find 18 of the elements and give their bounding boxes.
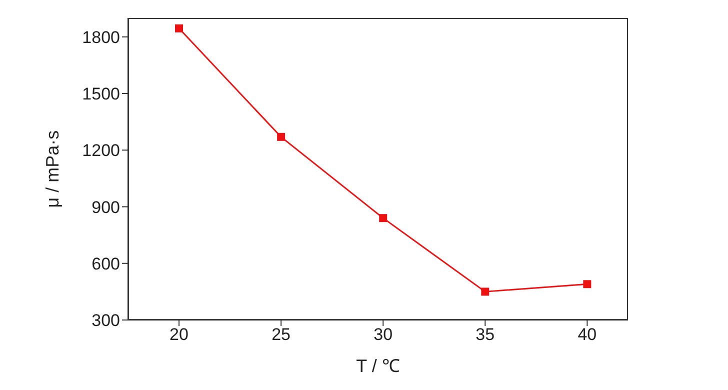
y-tick-label: 300	[92, 311, 120, 330]
y-tick-label: 1800	[82, 28, 120, 47]
point	[277, 132, 286, 141]
y-tick-label: 600	[92, 254, 120, 274]
x-tick-label: 25	[272, 325, 291, 344]
y-axis-title: μ / mPa·s	[42, 130, 62, 208]
y-tick-label: 900	[92, 198, 120, 217]
x-tick-label: 35	[476, 325, 495, 344]
point	[379, 214, 388, 222]
y-tick-label: 1200	[82, 141, 120, 160]
x-tick-label: 40	[578, 325, 597, 344]
point	[481, 288, 490, 296]
point	[175, 24, 184, 32]
point	[583, 280, 592, 288]
x-axis-title: T / ℃	[356, 356, 400, 376]
y-tick-label: 1500	[82, 84, 120, 104]
x-tick-label: 20	[170, 325, 188, 344]
x-tick-label: 30	[374, 325, 393, 344]
